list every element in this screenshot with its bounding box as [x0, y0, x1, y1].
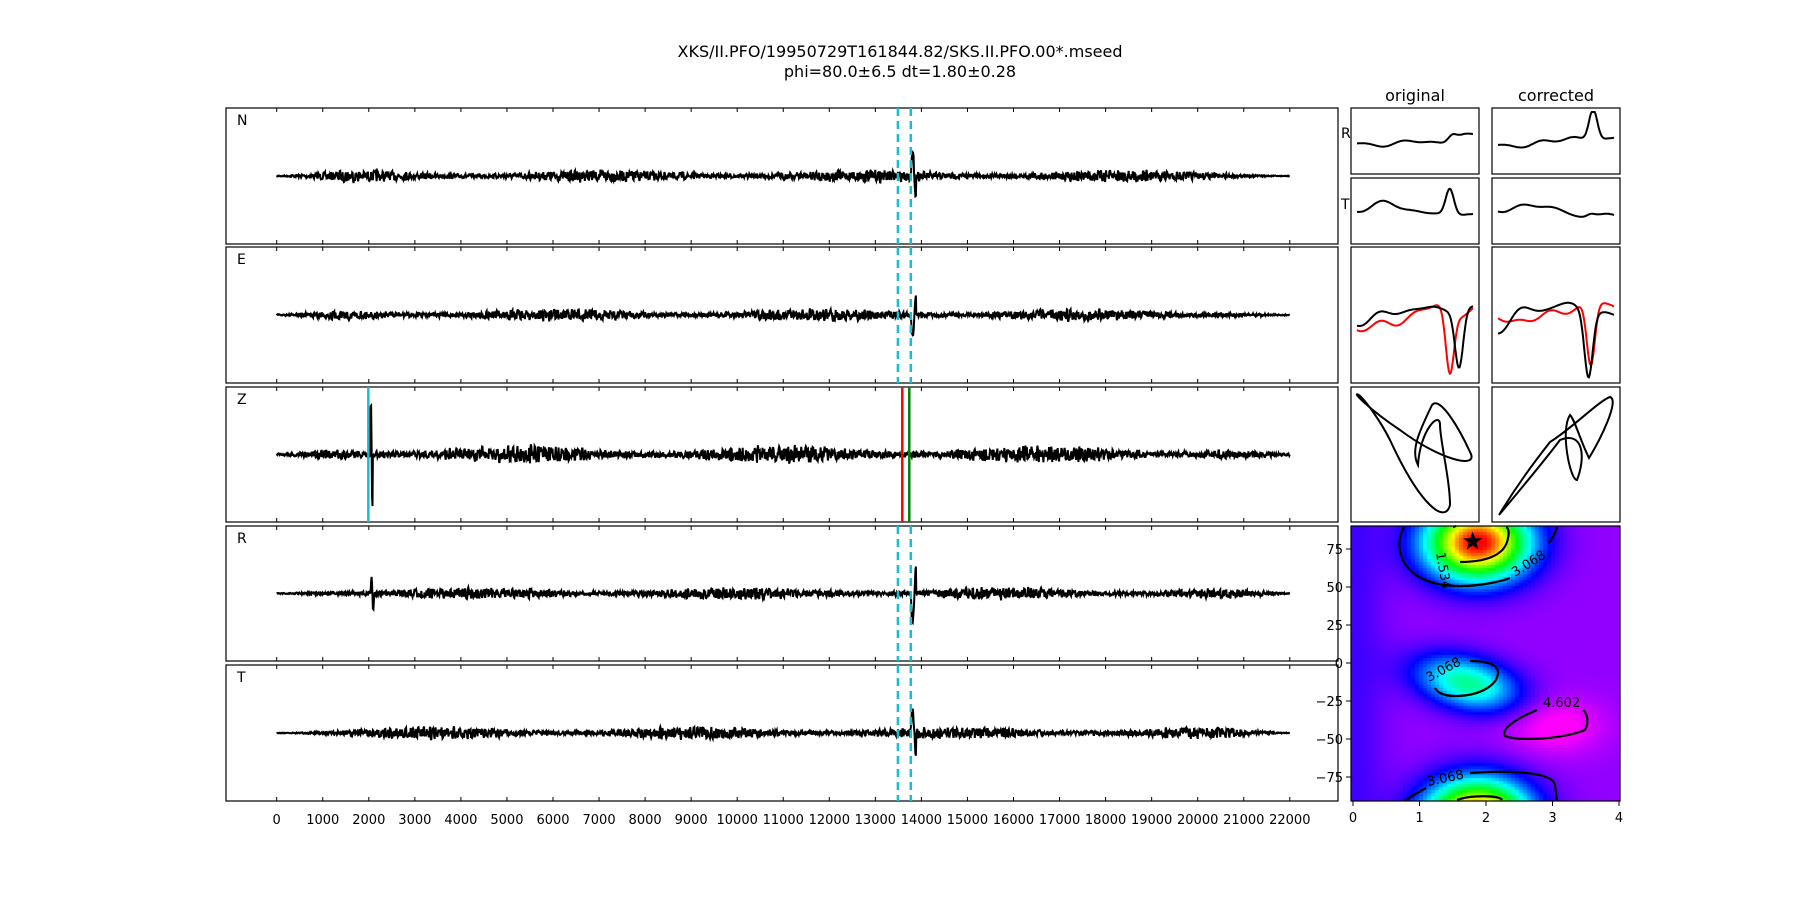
- x-tick-label: 4000: [444, 813, 477, 828]
- r-trace: [1357, 132, 1474, 148]
- channel-label: N: [237, 113, 247, 129]
- x-tick-label: 7000: [583, 813, 616, 828]
- contour-label: 3.068: [1426, 768, 1466, 790]
- y-tick-label: −75: [1316, 771, 1343, 786]
- trace-panel-e: [225, 246, 1339, 384]
- x-tick-label: 16000: [993, 813, 1034, 828]
- x-tick-label: 13000: [855, 813, 896, 828]
- overlay-trace-red: [1356, 304, 1474, 376]
- overlay-trace-red: [1497, 302, 1615, 368]
- y-tick-label: 50: [1326, 581, 1343, 596]
- row-label-t: T: [1340, 197, 1350, 213]
- comparison-panel: [1350, 177, 1480, 245]
- trace-panel-r: [225, 525, 1339, 662]
- x-tick-label: 8000: [629, 813, 662, 828]
- y-tick-label: 25: [1326, 619, 1343, 634]
- x-tick-label: 11000: [763, 813, 804, 828]
- x-tick-label: 21000: [1223, 813, 1264, 828]
- x-tick-label: 0: [1349, 811, 1357, 826]
- comparison-panel: [1491, 177, 1621, 245]
- trace-panel-z: [225, 386, 1339, 523]
- contour-3068-mid: [1434, 659, 1500, 698]
- x-tick-label: 18000: [1085, 813, 1126, 828]
- heatmap-frame: [1350, 525, 1621, 802]
- comparison-panel: [1350, 246, 1480, 384]
- comparison-panel: [1491, 246, 1621, 384]
- channel-label: T: [236, 670, 246, 686]
- trace-n: [275, 148, 1290, 199]
- trace-r: [276, 566, 1291, 626]
- col-title-corrected: corrected: [1518, 86, 1594, 105]
- y-tick-label: −50: [1316, 733, 1343, 748]
- overlay-trace-black: [1356, 305, 1474, 369]
- chart-subtitle: phi=80.0±6.5 dt=1.80±0.28: [784, 62, 1016, 81]
- contour-label: 1.534: [1432, 551, 1453, 590]
- y-tick-label: −25: [1316, 695, 1343, 710]
- x-tick-label: 17000: [1039, 813, 1080, 828]
- y-tick-label: 0: [1335, 657, 1343, 672]
- channel-label: E: [237, 252, 246, 268]
- x-tick-label: 10000: [717, 813, 758, 828]
- x-tick-label: 15000: [947, 813, 988, 828]
- x-tick-label: 22000: [1269, 813, 1310, 828]
- particle-motion: [1356, 393, 1473, 514]
- row-label-r: R: [1341, 126, 1351, 142]
- t-trace: [1357, 187, 1474, 216]
- trace-panel-t: [225, 664, 1339, 802]
- overlay-trace-black: [1497, 301, 1615, 379]
- contour-4602: [1503, 708, 1589, 741]
- contour-label: 3.068: [1424, 655, 1464, 686]
- x-tick-label: 14000: [901, 813, 942, 828]
- contour-3068-top: [1398, 526, 1559, 588]
- x-tick-label: 3000: [398, 813, 431, 828]
- x-tick-label: 20000: [1177, 813, 1218, 828]
- r-trace: [1498, 111, 1615, 149]
- comparison-panel: [1491, 386, 1621, 523]
- x-tick-label: 6000: [536, 813, 569, 828]
- x-tick-label: 2000: [352, 813, 385, 828]
- x-tick-label: 1: [1415, 811, 1423, 826]
- trace-panel-n: [225, 107, 1339, 245]
- trace-t: [276, 708, 1290, 756]
- x-tick-label: 1000: [306, 813, 339, 828]
- comparison-panel: [1350, 107, 1480, 175]
- x-tick-label: 19000: [1131, 813, 1172, 828]
- comparison-panel: [1350, 386, 1480, 523]
- best-fit-star-icon: [1463, 531, 1483, 550]
- x-tick-label: 5000: [490, 813, 523, 828]
- x-tick-label: 4: [1615, 811, 1623, 826]
- channel-label: Z: [237, 392, 247, 408]
- chart-title: XKS/II.PFO/19950729T161844.82/SKS.II.PFO…: [678, 42, 1123, 61]
- channel-label: R: [237, 531, 247, 547]
- contour-label: 3.068: [1509, 548, 1549, 580]
- trace-z: [275, 402, 1291, 507]
- x-tick-label: 2: [1482, 811, 1490, 826]
- particle-motion: [1498, 395, 1614, 516]
- col-title-original: original: [1385, 86, 1445, 105]
- t-trace: [1497, 203, 1615, 218]
- y-tick-label: 75: [1326, 543, 1343, 558]
- x-tick-label: 9000: [675, 813, 708, 828]
- contour-inner-bottom: [1456, 795, 1504, 802]
- contour-label: 4.602: [1543, 696, 1580, 711]
- error-surface-heatmap: [1351, 526, 1620, 801]
- x-tick-label: 0: [273, 813, 281, 828]
- x-tick-label: 12000: [809, 813, 850, 828]
- x-tick-label: 3: [1548, 811, 1556, 826]
- comparison-panel: [1491, 107, 1621, 175]
- contour-1534: [1452, 524, 1510, 564]
- trace-e: [275, 295, 1291, 337]
